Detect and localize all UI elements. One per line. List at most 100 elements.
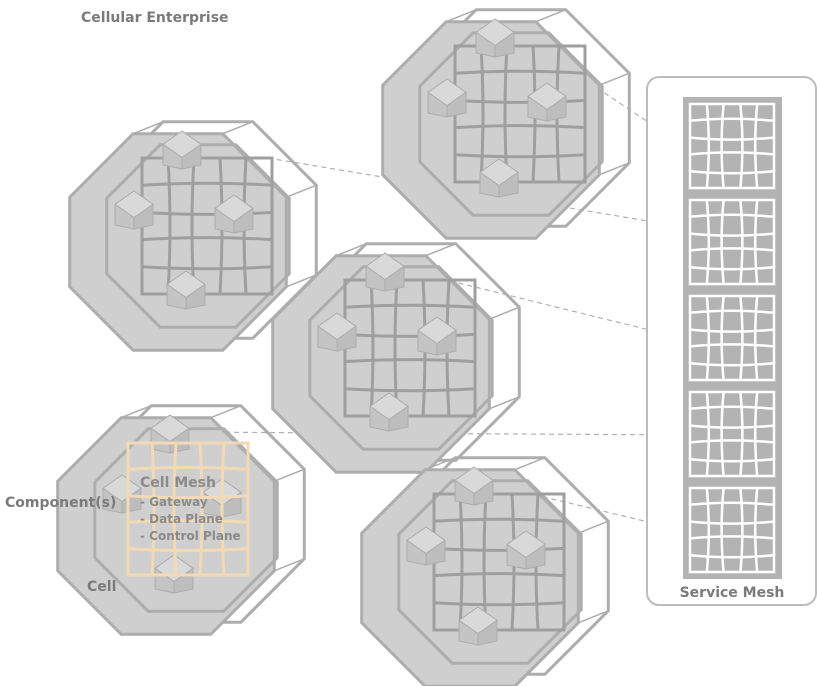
cell-inner-outline	[397, 479, 583, 665]
service-mesh-strip	[683, 97, 782, 579]
mesh-line	[688, 501, 776, 507]
cell-icon	[381, 8, 631, 240]
mesh-line	[453, 69, 587, 75]
cube-right	[425, 539, 446, 566]
cube-right	[494, 31, 515, 58]
cell-edge	[210, 405, 242, 419]
mesh-line	[172, 441, 178, 577]
cell-icon	[271, 242, 521, 474]
mesh-line	[126, 547, 250, 553]
mesh-line	[720, 390, 725, 478]
mesh-line	[688, 232, 776, 237]
cell-edge	[578, 520, 609, 534]
mesh-line	[688, 457, 776, 463]
mesh-grid-icon	[688, 390, 776, 478]
cube-right	[436, 329, 457, 356]
cube-right	[446, 91, 467, 118]
mesh-line	[688, 328, 776, 333]
mesh-line	[688, 343, 776, 348]
service-mesh-grids	[688, 102, 776, 574]
mesh-line	[720, 486, 725, 574]
mesh-line	[688, 136, 776, 141]
cell-mesh-highlight: Cell Mesh - Gateway - Data Plane - Contr…	[126, 441, 250, 577]
mesh-line	[705, 198, 711, 286]
mesh-line	[688, 535, 776, 540]
cell-label: Cell	[87, 579, 116, 595]
cell-edge	[132, 121, 164, 135]
mesh-line	[705, 486, 711, 574]
mesh-line	[739, 294, 744, 382]
mesh-line	[705, 102, 711, 190]
cell-edge	[335, 243, 367, 257]
component-icon	[417, 316, 457, 356]
mesh-line	[166, 156, 172, 296]
cell-edge	[535, 9, 567, 23]
components-label: Component(s)	[5, 495, 116, 511]
cube-right	[477, 619, 498, 646]
cell-edge	[599, 162, 630, 176]
cell-edge	[599, 72, 630, 86]
cube-right	[473, 479, 494, 506]
mesh-line	[705, 294, 711, 382]
component-icon	[506, 530, 546, 570]
mesh-line	[753, 486, 759, 574]
component-icon	[527, 82, 567, 122]
cell-mesh-grid	[126, 441, 250, 577]
cell-mesh-title: Cell Mesh	[140, 475, 216, 491]
mesh-line	[688, 151, 776, 156]
cube-right	[336, 325, 357, 352]
cell-edge	[425, 243, 457, 257]
mesh-line	[479, 44, 485, 184]
mesh-line	[720, 198, 725, 286]
cell-icon	[56, 404, 306, 636]
mesh-line	[753, 390, 759, 478]
mesh-line	[739, 102, 744, 190]
mesh-line	[453, 98, 587, 104]
mesh-line	[126, 518, 250, 524]
cube-right	[388, 405, 409, 432]
mesh-line	[140, 236, 274, 242]
mesh-line	[753, 102, 759, 190]
mesh-line	[140, 210, 274, 216]
mesh-line	[453, 124, 587, 130]
cell-inner-outline	[93, 427, 279, 613]
cell-edge	[489, 396, 520, 410]
cell-edge	[514, 457, 546, 471]
cube-right	[181, 143, 202, 170]
cube-right	[133, 203, 154, 230]
component-icon	[369, 392, 409, 432]
component-icon	[475, 18, 515, 58]
cell-edge	[578, 610, 609, 624]
mesh-grid-icon	[688, 486, 776, 574]
mesh-line	[343, 332, 477, 338]
mesh-line	[150, 441, 156, 577]
cell-edge	[274, 468, 305, 482]
mesh-line	[343, 303, 477, 309]
component-icon	[162, 130, 202, 170]
cell-edge	[489, 306, 520, 320]
mesh-line	[739, 486, 744, 574]
cube-right	[498, 171, 519, 198]
mesh-line	[688, 309, 776, 315]
mesh-line	[688, 247, 776, 252]
mesh-line	[140, 265, 274, 271]
component-icon	[458, 606, 498, 646]
mesh-line	[432, 572, 566, 578]
connector-line	[521, 37, 691, 151]
mesh-line	[140, 181, 274, 187]
mesh-line	[220, 441, 226, 577]
mesh-line	[688, 169, 776, 175]
mesh-line	[688, 424, 776, 429]
mesh-line	[432, 517, 566, 523]
mesh-line	[343, 358, 477, 364]
mesh-line	[432, 546, 566, 552]
mesh-line	[369, 278, 375, 418]
mesh-line	[688, 553, 776, 559]
cell-icon	[68, 120, 318, 352]
mesh-line	[688, 265, 776, 271]
cell-inner-outline	[105, 143, 291, 329]
mesh-line	[705, 390, 711, 478]
mesh-line	[458, 492, 464, 632]
mesh-grid-icon	[688, 198, 776, 286]
